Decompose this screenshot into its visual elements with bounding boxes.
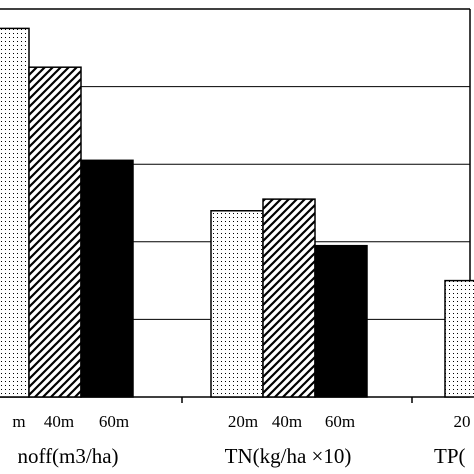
bars [0, 27, 474, 398]
tick-label: 60m [99, 412, 129, 431]
bar-2-2 [262, 198, 316, 398]
group-label: noff(m3/ha) [17, 444, 118, 468]
tick-label: 60m [325, 412, 355, 431]
bar-2-3 [314, 244, 368, 398]
group-label: TP( [434, 444, 466, 468]
bar-1-2 [28, 66, 82, 398]
bar-3-1 [444, 279, 474, 398]
tick-label: 40m [44, 412, 74, 431]
tick-label: 20m [228, 412, 258, 431]
tick-label: m [12, 412, 25, 431]
bar-1-1 [0, 27, 30, 398]
axis-labels: m 40m 60m 20m 40m 60m 20 noff(m3/ha) TN(kg/ha ×1… [12, 412, 470, 468]
bar-1-3 [80, 159, 134, 398]
tick-label: 40m [272, 412, 302, 431]
bar-2-1 [210, 210, 264, 398]
tick-label: 20 [454, 412, 471, 431]
group-label: TN(kg/ha ×10) [225, 444, 352, 468]
